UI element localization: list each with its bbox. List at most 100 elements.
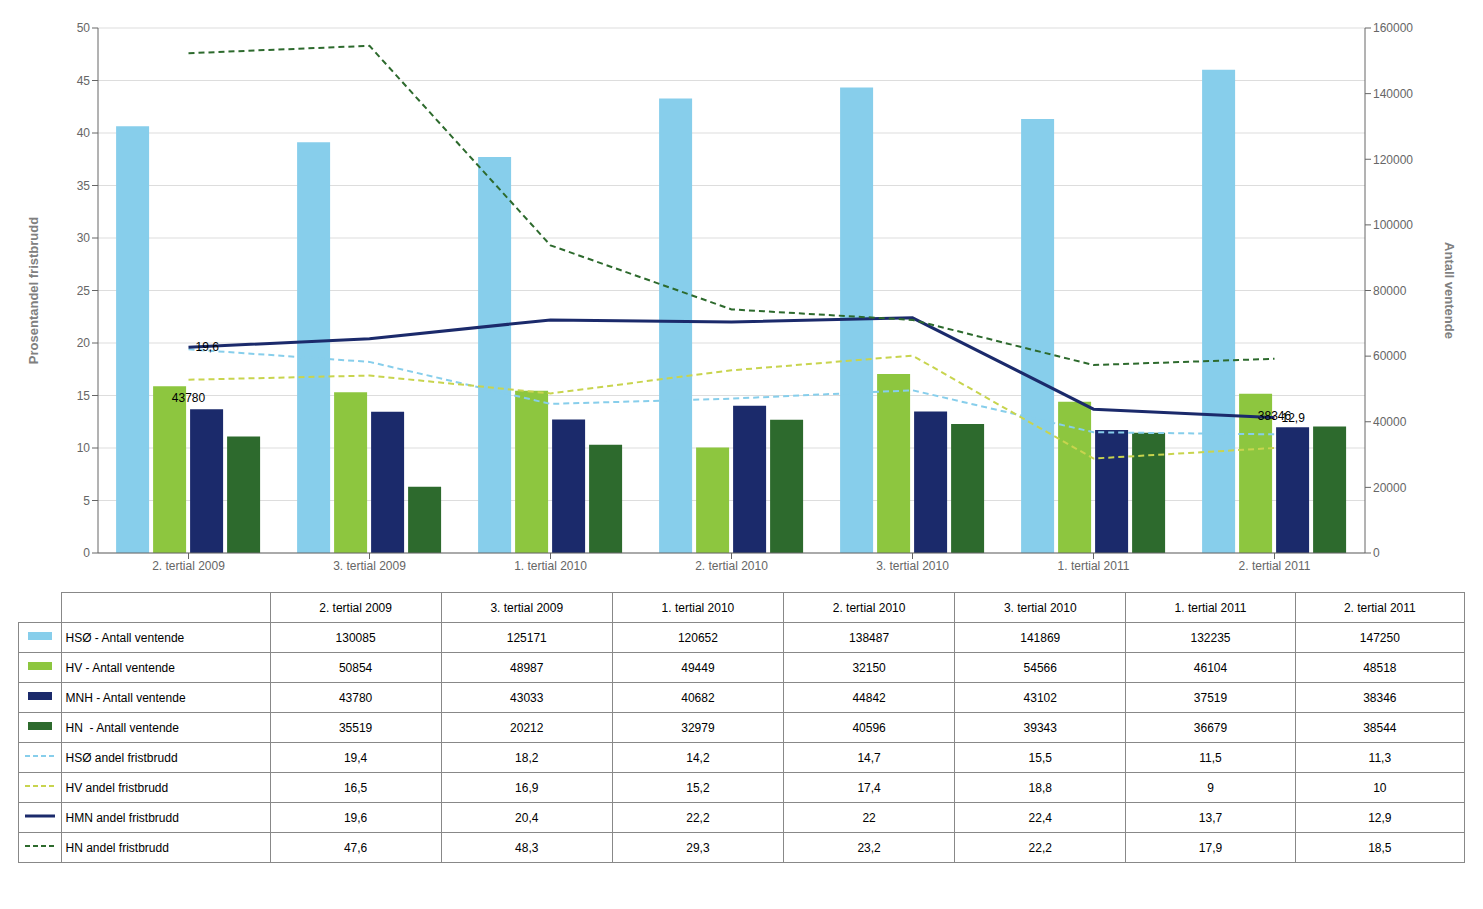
html-text:44842: 44842	[852, 690, 886, 705]
html-text:19,6: 19,6	[343, 810, 368, 825]
html-text:35519: 35519	[338, 720, 373, 735]
html-text:147250: 147250	[1359, 630, 1400, 645]
html-text:40596: 40596	[852, 720, 886, 735]
html-text:11,3: 11,3	[1368, 750, 1392, 765]
svg-text:0: 0	[83, 546, 90, 560]
html-text:36679: 36679	[1193, 720, 1228, 735]
svg-text:15: 15	[77, 389, 91, 403]
svg-text:20000: 20000	[1373, 481, 1407, 495]
html-text:43780: 43780	[338, 690, 373, 705]
html-text:50854: 50854	[338, 660, 373, 675]
html-text:17,9: 17,9	[1198, 840, 1223, 855]
svg-text:38346: 38346	[1258, 409, 1292, 423]
html-text:17,4: 17,4	[857, 780, 881, 795]
html-text:43033: 43033	[510, 690, 544, 705]
html-text:38346: 38346	[1363, 690, 1397, 705]
svg-text:3. tertial 2010: 3. tertial 2010	[876, 559, 949, 573]
html-text:1. tertial 2011: 1. tertial 2011	[1174, 600, 1247, 615]
html-text:14,2: 14,2	[686, 750, 710, 765]
html-text:13,7: 13,7	[1198, 810, 1223, 825]
html-text:22,4: 22,4	[1028, 810, 1052, 825]
svg-text:100000: 100000	[1373, 218, 1413, 232]
html-text:39343: 39343	[1023, 720, 1057, 735]
svg-text:3. tertial 2009: 3. tertial 2009	[333, 559, 406, 573]
html-text:HN andel fristbrudd: HN andel fristbrudd	[65, 840, 169, 855]
html-text:11,5: 11,5	[1199, 750, 1222, 765]
svg-text:1. tertial 2011: 1. tertial 2011	[1058, 559, 1130, 573]
svg-text:1. tertial 2010: 1. tertial 2010	[514, 559, 587, 573]
html-text:20,4: 20,4	[515, 810, 539, 825]
svg-text:35: 35	[77, 179, 91, 193]
html-text:43102: 43102	[1023, 690, 1057, 705]
html-text:15,5: 15,5	[1028, 750, 1052, 765]
svg-text:19,6: 19,6	[196, 340, 220, 354]
html-text:141869: 141869	[1020, 630, 1061, 645]
html-text:19,4: 19,4	[343, 750, 368, 765]
html-text:20212: 20212	[510, 720, 544, 735]
html-text:125171: 125171	[506, 630, 547, 645]
html-text:48518: 48518	[1363, 660, 1397, 675]
html-text:22,2: 22,2	[686, 810, 710, 825]
svg-text:10: 10	[77, 441, 91, 455]
html-text:HV andel fristbrudd: HV andel fristbrudd	[65, 780, 169, 795]
html-text:40682: 40682	[681, 690, 715, 705]
html-text:12,9: 12,9	[1368, 810, 1392, 825]
html-text:HV - Antall ventende: HV - Antall ventende	[65, 660, 175, 675]
svg-text:2. tertial 2011: 2. tertial 2011	[1239, 559, 1311, 573]
html-text:38544: 38544	[1363, 720, 1397, 735]
svg-text:60000: 60000	[1373, 349, 1407, 363]
html-text:132235: 132235	[1190, 630, 1231, 645]
svg-text:160000: 160000	[1373, 21, 1413, 35]
html-text:HSØ andel fristbrudd: HSØ andel fristbrudd	[65, 750, 178, 765]
svg-text:40000: 40000	[1373, 415, 1407, 429]
html-text:3. tertial 2009: 3. tertial 2009	[490, 600, 564, 615]
svg-text:40: 40	[77, 126, 91, 140]
svg-text:2. tertial 2010: 2. tertial 2010	[695, 559, 768, 573]
html-text:14,7: 14,7	[857, 750, 881, 765]
html-text:15,2: 15,2	[686, 780, 710, 795]
html-text:32150: 32150	[852, 660, 886, 675]
svg-text:2. tertial 2009: 2. tertial 2009	[152, 559, 225, 573]
svg-text:Antall ventende: Antall ventende	[1442, 242, 1457, 339]
svg-text:Prosentandel fristbrudd: Prosentandel fristbrudd	[26, 217, 41, 364]
html-text:MNH - Antall ventende: MNH - Antall ventende	[65, 690, 186, 705]
html-text:16,5: 16,5	[343, 780, 368, 795]
html-text:138487: 138487	[849, 630, 890, 645]
html-text:18,8: 18,8	[1028, 780, 1052, 795]
svg-text:30: 30	[77, 231, 91, 245]
html-text:3. tertial 2010: 3. tertial 2010	[1003, 600, 1077, 615]
svg-text:80000: 80000	[1373, 284, 1407, 298]
html-text:16,9: 16,9	[515, 780, 539, 795]
html-text:130085: 130085	[335, 630, 376, 645]
html-text:32979: 32979	[681, 720, 715, 735]
html-text:1. tertial 2010: 1. tertial 2010	[661, 600, 735, 615]
html-text:HSØ - Antall ventende: HSØ - Antall ventende	[65, 630, 185, 645]
html-text:18,2: 18,2	[515, 750, 539, 765]
html-text:2. tertial 2011: 2. tertial 2011	[1343, 600, 1416, 615]
svg-text:140000: 140000	[1373, 87, 1413, 101]
svg-text:50: 50	[77, 21, 91, 35]
html-text:47,6: 47,6	[343, 840, 368, 855]
html-text:29,3: 29,3	[686, 840, 710, 855]
html-text:2. tertial 2010: 2. tertial 2010	[832, 600, 906, 615]
html-text:2. tertial 2009: 2. tertial 2009	[319, 600, 392, 615]
html-text:23,2: 23,2	[857, 840, 881, 855]
svg-text:20: 20	[77, 336, 91, 350]
html-text:48987: 48987	[510, 660, 544, 675]
html-text:54566: 54566	[1023, 660, 1057, 675]
svg-text:12,9: 12,9	[1281, 410, 1305, 425]
html-text:49449: 49449	[681, 660, 715, 675]
html-text:48,3: 48,3	[515, 840, 539, 855]
svg-text:45: 45	[77, 74, 91, 88]
html-text:HN - Antall ventende: HN - Antall ventende	[65, 720, 179, 735]
svg-text:25: 25	[77, 284, 91, 298]
html-text:46104: 46104	[1193, 660, 1228, 675]
html-text:22,2: 22,2	[1028, 840, 1052, 855]
svg-text:120000: 120000	[1373, 153, 1413, 167]
html-text:37519: 37519	[1193, 690, 1228, 705]
svg-text:5: 5	[83, 494, 90, 508]
svg-text:43780: 43780	[172, 391, 206, 405]
svg-text:0: 0	[1373, 546, 1380, 560]
html-text:120652: 120652	[677, 630, 718, 645]
html-text:HMN andel fristbrudd: HMN andel fristbrudd	[65, 810, 179, 825]
